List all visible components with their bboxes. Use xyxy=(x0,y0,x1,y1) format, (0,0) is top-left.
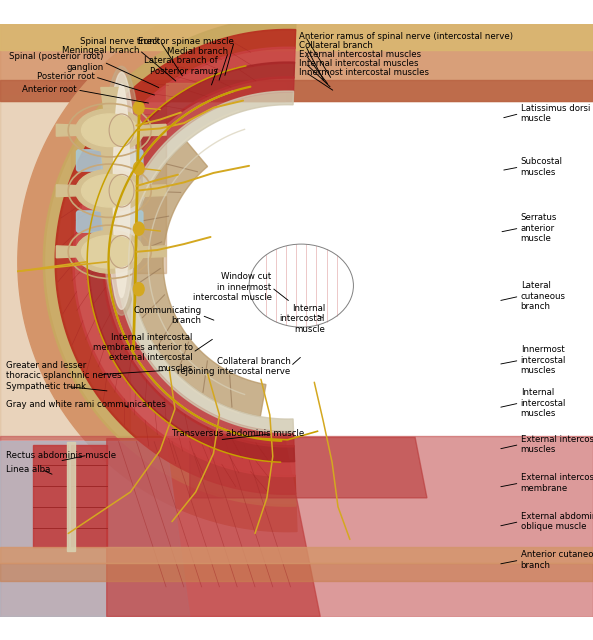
Text: Anterior ramus of spinal nerve (intercostal nerve): Anterior ramus of spinal nerve (intercos… xyxy=(299,32,514,41)
Text: Serratus
anterior
muscle: Serratus anterior muscle xyxy=(521,213,557,243)
Polygon shape xyxy=(190,437,427,498)
Polygon shape xyxy=(71,445,107,547)
Ellipse shape xyxy=(133,162,144,175)
Ellipse shape xyxy=(81,236,138,268)
Polygon shape xyxy=(117,91,294,433)
Ellipse shape xyxy=(81,114,138,147)
Polygon shape xyxy=(0,436,593,616)
Ellipse shape xyxy=(101,66,142,316)
Text: Internal intercostal muscles: Internal intercostal muscles xyxy=(299,59,419,68)
Polygon shape xyxy=(136,124,166,136)
FancyBboxPatch shape xyxy=(76,211,143,232)
Polygon shape xyxy=(166,83,285,100)
Text: Collateral branch
rejoining intercostal nerve: Collateral branch rejoining intercostal … xyxy=(177,356,291,376)
Polygon shape xyxy=(0,24,593,100)
Text: Communicating
branch: Communicating branch xyxy=(133,305,202,325)
Text: External intercostal
muscles: External intercostal muscles xyxy=(521,435,593,454)
Polygon shape xyxy=(43,17,296,506)
Text: Lateral
cutaneous
branch: Lateral cutaneous branch xyxy=(521,282,566,311)
Text: Collateral branch: Collateral branch xyxy=(299,41,374,50)
Ellipse shape xyxy=(249,244,353,327)
Polygon shape xyxy=(88,62,295,461)
Text: Rectus abdominis muscle: Rectus abdominis muscle xyxy=(6,451,116,460)
Text: External abdominal
oblique muscle: External abdominal oblique muscle xyxy=(521,512,593,531)
Ellipse shape xyxy=(133,101,144,114)
Text: Window cut
in innermost
intercostal muscle: Window cut in innermost intercostal musc… xyxy=(193,273,272,302)
Text: Linea alba: Linea alba xyxy=(6,465,50,474)
Polygon shape xyxy=(71,100,166,273)
Polygon shape xyxy=(0,442,190,616)
Polygon shape xyxy=(73,47,295,477)
Text: External intercostal
membrane: External intercostal membrane xyxy=(521,474,593,493)
Polygon shape xyxy=(136,185,166,196)
Polygon shape xyxy=(56,124,86,136)
Polygon shape xyxy=(0,563,593,581)
Polygon shape xyxy=(101,148,119,170)
Ellipse shape xyxy=(75,230,144,273)
Text: Lateral branch of
Posterior ramus: Lateral branch of Posterior ramus xyxy=(145,56,218,76)
Text: Innermost intercostal muscles: Innermost intercostal muscles xyxy=(299,68,429,77)
Ellipse shape xyxy=(113,84,130,298)
Text: Meningeal branch: Meningeal branch xyxy=(62,45,139,54)
Ellipse shape xyxy=(133,222,144,236)
Text: Medial branch: Medial branch xyxy=(167,47,228,56)
Polygon shape xyxy=(101,88,119,109)
Polygon shape xyxy=(67,442,75,551)
Polygon shape xyxy=(0,547,593,563)
Text: Latissimus dorsi
muscle: Latissimus dorsi muscle xyxy=(521,104,590,124)
Polygon shape xyxy=(18,0,297,532)
Polygon shape xyxy=(101,209,119,230)
Polygon shape xyxy=(0,80,593,100)
Polygon shape xyxy=(33,445,68,547)
Ellipse shape xyxy=(81,175,138,207)
Text: Subcostal
muscles: Subcostal muscles xyxy=(521,157,563,177)
Ellipse shape xyxy=(107,72,136,309)
Polygon shape xyxy=(0,24,593,616)
Text: Anterior root: Anterior root xyxy=(23,85,77,95)
Text: Internal intercostal
membranes anterior to
external intercostal
muscles: Internal intercostal membranes anterior … xyxy=(93,333,193,372)
Text: Internal
intercostal
muscle: Internal intercostal muscle xyxy=(279,304,325,333)
Text: Erector spinae muscle: Erector spinae muscle xyxy=(138,36,234,46)
Text: Innermost
intercostal
muscles: Innermost intercostal muscles xyxy=(521,346,566,375)
Text: External intercostal muscles: External intercostal muscles xyxy=(299,50,422,59)
Text: Spinal nerve trunk: Spinal nerve trunk xyxy=(81,36,160,46)
Polygon shape xyxy=(55,29,296,494)
Text: Anterior cutaneous
branch: Anterior cutaneous branch xyxy=(521,550,593,570)
Polygon shape xyxy=(107,438,320,616)
Text: Gray and white rami communicantes: Gray and white rami communicantes xyxy=(6,400,166,409)
Text: Sympathetic trunk: Sympathetic trunk xyxy=(6,382,86,391)
FancyBboxPatch shape xyxy=(76,150,143,171)
Polygon shape xyxy=(103,77,294,447)
Polygon shape xyxy=(56,246,86,258)
Text: Posterior root: Posterior root xyxy=(37,72,95,81)
Text: Internal
intercostal
muscles: Internal intercostal muscles xyxy=(521,388,566,418)
Polygon shape xyxy=(0,95,130,438)
Polygon shape xyxy=(0,24,593,50)
Text: Spinal (posterior root)
ganglion: Spinal (posterior root) ganglion xyxy=(9,52,104,72)
Text: Greater and lesser
thoracic splanchnic nerves: Greater and lesser thoracic splanchnic n… xyxy=(6,361,122,380)
Polygon shape xyxy=(130,141,266,417)
Polygon shape xyxy=(56,185,86,196)
Ellipse shape xyxy=(133,283,144,296)
Ellipse shape xyxy=(75,109,144,152)
Ellipse shape xyxy=(75,170,144,212)
Text: Transversus abdominis muscle: Transversus abdominis muscle xyxy=(172,429,304,438)
Polygon shape xyxy=(136,246,166,258)
